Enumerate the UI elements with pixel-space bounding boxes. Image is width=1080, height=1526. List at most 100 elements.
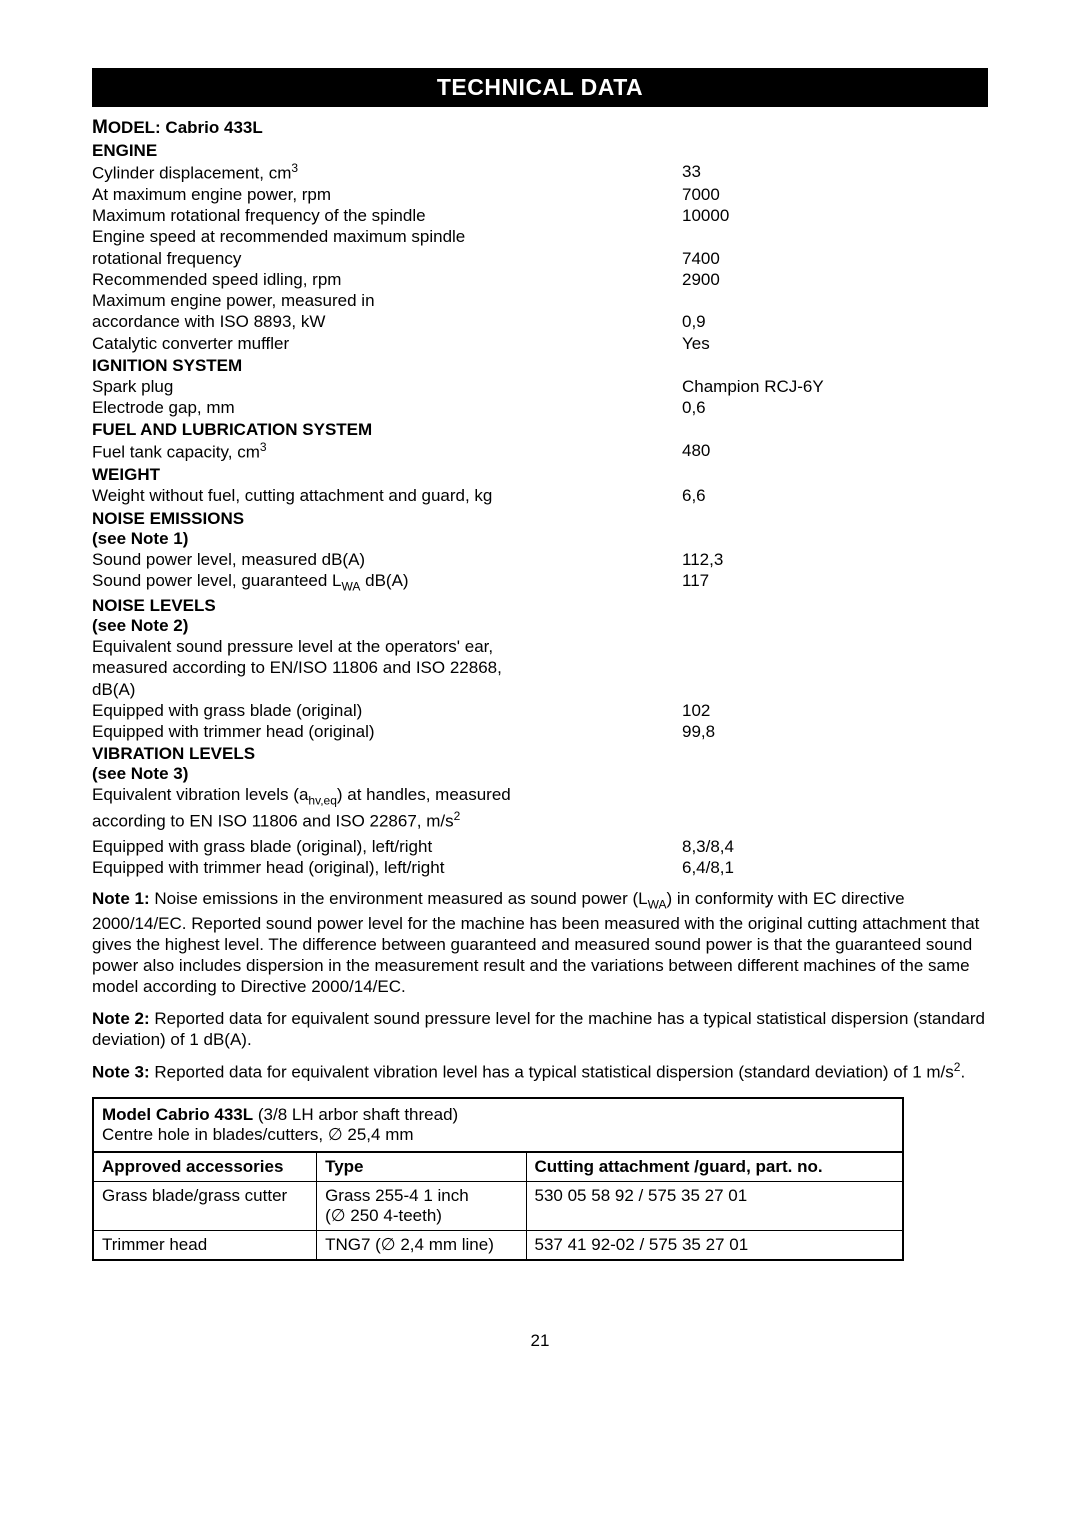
- note1: Note 1: Noise emissions in the environme…: [92, 888, 988, 997]
- vib-title: VIBRATION LEVELS: [92, 744, 988, 764]
- table-header-row: Approved accessories Type Cutting attach…: [93, 1152, 903, 1182]
- spec-value: 112,3: [682, 549, 988, 570]
- th-2: Cutting attachment /guard, part. no.: [526, 1152, 903, 1182]
- spec-label: Cylinder displacement, cm3: [92, 161, 682, 184]
- spec-row: Equipped with trimmer head (original), l…: [92, 857, 988, 878]
- spec-label: Sound power level, measured dB(A): [92, 549, 682, 570]
- model-prefix: M: [92, 117, 108, 138]
- noise-lv-desc: Equivalent sound pressure level at the o…: [92, 636, 988, 700]
- table-cell: 530 05 58 92 / 575 35 27 01: [526, 1182, 903, 1231]
- fuel-rows: Fuel tank capacity, cm3480: [92, 440, 988, 463]
- table-cell: Trimmer head: [93, 1231, 317, 1261]
- fuel-title: FUEL AND LUBRICATION SYSTEM: [92, 420, 988, 440]
- noise-lv-desc-line: Equivalent sound pressure level at the o…: [92, 636, 988, 657]
- spec-row: Equipped with grass blade (original)102: [92, 700, 988, 721]
- th-1: Type: [317, 1152, 526, 1182]
- spec-row: Equipped with trimmer head (original)99,…: [92, 721, 988, 742]
- spec-row: Sound power level, measured dB(A)112,3: [92, 549, 988, 570]
- table-cell: TNG7 (∅ 2,4 mm line): [317, 1231, 526, 1261]
- spec-value: [682, 226, 988, 247]
- table-row: Grass blade/grass cutterGrass 255-4 1 in…: [93, 1182, 903, 1231]
- spec-label: Recommended speed idling, rpm: [92, 269, 682, 290]
- table-cell: Grass blade/grass cutter: [93, 1182, 317, 1231]
- accessories-table: Model Cabrio 433L (3/8 LH arbor shaft th…: [92, 1097, 904, 1261]
- spec-row: At maximum engine power, rpm7000: [92, 184, 988, 205]
- spec-row: Fuel tank capacity, cm3480: [92, 440, 988, 463]
- spec-label: Equipped with trimmer head (original): [92, 721, 682, 742]
- spec-row: Catalytic converter mufflerYes: [92, 333, 988, 354]
- noise-lv-title: NOISE LEVELS: [92, 596, 988, 616]
- spec-value: 102: [682, 700, 988, 721]
- ignition-title: IGNITION SYSTEM: [92, 356, 988, 376]
- spec-label: Catalytic converter muffler: [92, 333, 682, 354]
- vib-desc-l2: according to EN ISO 11806 and ISO 22867,…: [92, 812, 454, 831]
- spec-row: Spark plugChampion RCJ-6Y: [92, 376, 988, 397]
- table-cell: Grass 255-4 1 inch (∅ 250 4-teeth): [317, 1182, 526, 1231]
- vib-desc-sub: hv,eq: [308, 794, 336, 808]
- vib-desc-1: Equivalent vibration levels (ahv,eq) at …: [92, 784, 988, 808]
- note3-post: .: [960, 1063, 965, 1082]
- table-row: Trimmer headTNG7 (∅ 2,4 mm line)537 41 9…: [93, 1231, 903, 1261]
- spec-label: Fuel tank capacity, cm3: [92, 440, 682, 463]
- spec-value: 33: [682, 161, 988, 184]
- vib-rows: Equipped with grass blade (original), le…: [92, 836, 988, 879]
- spec-row: Recommended speed idling, rpm2900: [92, 269, 988, 290]
- engine-rows: Cylinder displacement, cm333At maximum e…: [92, 161, 988, 354]
- vib-desc-sup: 2: [454, 809, 461, 823]
- spec-label: At maximum engine power, rpm: [92, 184, 682, 205]
- spec-value: 0,6: [682, 397, 988, 418]
- spec-value: Yes: [682, 333, 988, 354]
- spec-label: Sound power level, guaranteed LWA dB(A): [92, 570, 682, 594]
- spec-label: accordance with ISO 8893, kW: [92, 311, 682, 332]
- noise-lv-rows: Equipped with grass blade (original)102E…: [92, 700, 988, 743]
- page-number: 21: [92, 1331, 988, 1351]
- note2-text: Reported data for equivalent sound press…: [92, 1009, 985, 1049]
- spec-value: 2900: [682, 269, 988, 290]
- table-title-cell: Model Cabrio 433L (3/8 LH arbor shaft th…: [93, 1098, 903, 1152]
- spec-value: 7400: [682, 248, 988, 269]
- note2: Note 2: Reported data for equivalent sou…: [92, 1008, 988, 1051]
- spec-row: accordance with ISO 8893, kW0,9: [92, 311, 988, 332]
- spec-value: 7000: [682, 184, 988, 205]
- spec-value: 8,3/8,4: [682, 836, 988, 857]
- weight-rows: Weight without fuel, cutting attachment …: [92, 485, 988, 506]
- spec-row: Sound power level, guaranteed LWA dB(A)1…: [92, 570, 988, 594]
- model-line: MODEL: Cabrio 433L: [92, 117, 988, 139]
- header-bar: TECHNICAL DATA: [92, 68, 988, 107]
- spec-value: 99,8: [682, 721, 988, 742]
- spec-row: rotational frequency7400: [92, 248, 988, 269]
- spec-label: Weight without fuel, cutting attachment …: [92, 485, 682, 506]
- vib-note: (see Note 3): [92, 764, 988, 784]
- table-title-row: Model Cabrio 433L (3/8 LH arbor shaft th…: [93, 1098, 903, 1152]
- spec-value: 480: [682, 440, 988, 463]
- model-label: ODEL: Cabrio 433L: [108, 118, 263, 137]
- noise-lv-desc-line: dB(A): [92, 679, 988, 700]
- note1-text: Noise emissions in the environment measu…: [150, 889, 648, 908]
- vib-desc-2: according to EN ISO 11806 and ISO 22867,…: [92, 809, 988, 832]
- note3: Note 3: Reported data for equivalent vib…: [92, 1060, 988, 1083]
- spec-label: Maximum engine power, measured in: [92, 290, 682, 311]
- weight-title: WEIGHT: [92, 465, 988, 485]
- spec-label: Equipped with grass blade (original), le…: [92, 836, 682, 857]
- noise-lv-desc-line: measured according to EN/ISO 11806 and I…: [92, 657, 988, 678]
- spec-value: 117: [682, 570, 988, 594]
- note1-sub: WA: [648, 898, 667, 912]
- spec-value: Champion RCJ-6Y: [682, 376, 988, 397]
- spec-label: Spark plug: [92, 376, 682, 397]
- spec-row: Weight without fuel, cutting attachment …: [92, 485, 988, 506]
- engine-title: ENGINE: [92, 141, 988, 161]
- spec-value: 0,9: [682, 311, 988, 332]
- noise-em-note: (see Note 1): [92, 529, 988, 549]
- table-cell: 537 41 92-02 / 575 35 27 01: [526, 1231, 903, 1261]
- noise-lv-note: (see Note 2): [92, 616, 988, 636]
- spec-label: Engine speed at recommended maximum spin…: [92, 226, 682, 247]
- th-0: Approved accessories: [93, 1152, 317, 1182]
- table-title-bold: Model Cabrio 433L: [102, 1105, 253, 1124]
- spec-row: Engine speed at recommended maximum spin…: [92, 226, 988, 247]
- spec-value: [682, 290, 988, 311]
- table-subtitle: Centre hole in blades/cutters, ∅ 25,4 mm: [102, 1125, 414, 1144]
- spec-label: Equipped with grass blade (original): [92, 700, 682, 721]
- vib-desc-pre: Equivalent vibration levels (a: [92, 785, 308, 804]
- spec-label: Equipped with trimmer head (original), l…: [92, 857, 682, 878]
- note1-label: Note 1:: [92, 889, 150, 908]
